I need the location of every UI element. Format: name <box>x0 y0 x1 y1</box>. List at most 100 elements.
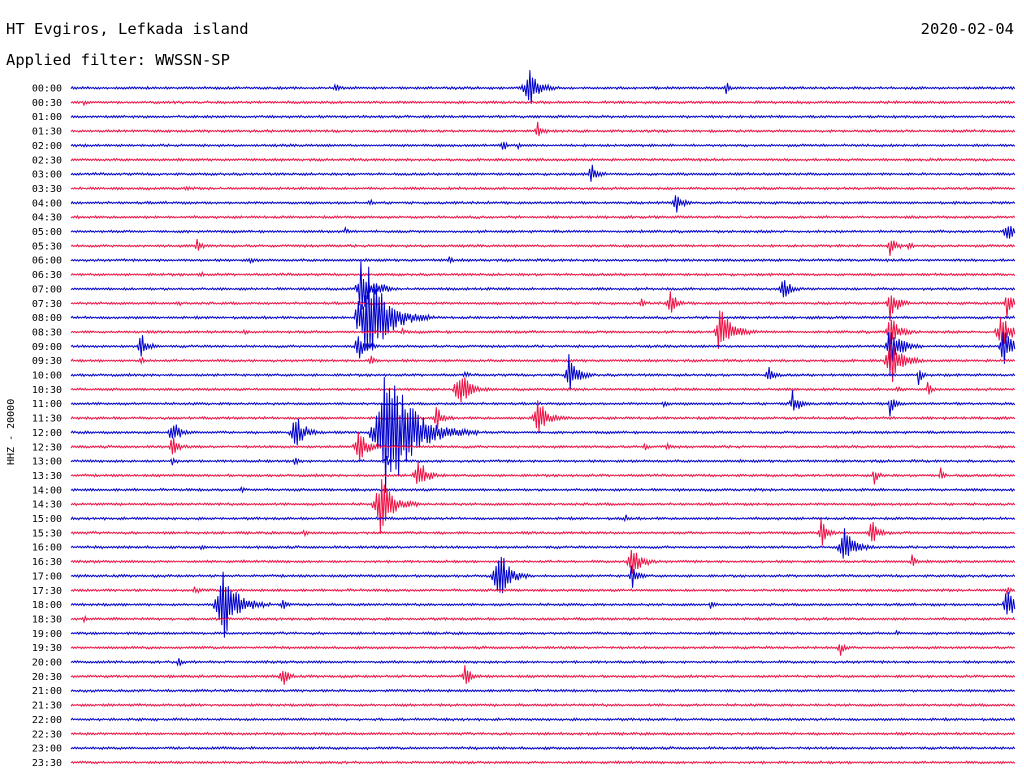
time-tick-label: 21:30 <box>32 701 62 712</box>
trace-line <box>70 479 1016 534</box>
time-tick-label: 22:00 <box>32 715 62 726</box>
trace-line <box>70 141 1016 151</box>
trace-line <box>70 629 1016 636</box>
trace-line <box>70 331 1016 375</box>
filter-label: Applied filter: WWSSN-SP <box>6 51 230 69</box>
time-tick-label: 23:30 <box>32 758 62 769</box>
time-tick-label: 12:00 <box>32 428 62 439</box>
time-tick-label: 06:30 <box>32 270 62 281</box>
trace-line <box>70 157 1016 163</box>
trace-line <box>70 400 1016 433</box>
trace-line <box>70 658 1016 667</box>
time-tick-label: 04:30 <box>32 213 62 224</box>
time-tick-label: 10:00 <box>32 371 62 382</box>
time-tick-label: 04:00 <box>32 198 62 209</box>
trace-line <box>70 225 1016 239</box>
time-tick-label: 08:30 <box>32 327 62 338</box>
trace-line <box>70 688 1016 694</box>
time-tick-label: 06:00 <box>32 256 62 267</box>
time-tick-label: 17:30 <box>32 586 62 597</box>
trace-line <box>70 354 1016 391</box>
time-tick-label: 15:30 <box>32 528 62 539</box>
trace-line <box>70 432 1016 461</box>
time-tick-label: 11:00 <box>32 399 62 410</box>
channel-label: HHZ - 20000 <box>6 399 17 465</box>
station-title: HT Evgiros, Lefkada island <box>6 20 249 38</box>
time-tick-label: 02:00 <box>32 141 62 152</box>
time-tick-label: 01:30 <box>32 127 62 138</box>
trace-line <box>70 549 1016 574</box>
trace-line <box>70 214 1016 220</box>
trace-line <box>70 310 1016 352</box>
trace-line <box>70 643 1016 656</box>
trace-line <box>70 702 1016 708</box>
time-tick-label: 22:30 <box>32 729 62 740</box>
time-tick-label: 10:30 <box>32 385 62 396</box>
trace-line <box>70 256 1016 265</box>
trace-line <box>70 70 1016 104</box>
trace-line <box>70 376 1016 493</box>
trace-line <box>70 121 1016 137</box>
trace-line <box>70 164 1016 182</box>
trace-line <box>70 455 1016 466</box>
time-tick-label: 01:00 <box>32 112 62 123</box>
time-tick-label: 13:00 <box>32 457 62 468</box>
trace-line <box>70 586 1016 596</box>
trace-line <box>70 745 1016 751</box>
trace-line <box>70 485 1016 494</box>
time-tick-label: 14:00 <box>32 485 62 496</box>
time-tick-label: 09:00 <box>32 342 62 353</box>
time-tick-label: 02:30 <box>32 155 62 166</box>
time-tick-label: 23:00 <box>32 744 62 755</box>
trace-line <box>70 514 1016 523</box>
date-label: 2020-02-04 <box>920 20 1014 38</box>
trace-line <box>70 462 1016 485</box>
time-tick-label: 14:30 <box>32 500 62 511</box>
trace-line <box>70 518 1016 546</box>
time-tick-label: 18:00 <box>32 600 62 611</box>
trace-line <box>70 195 1016 213</box>
trace-line <box>70 291 1016 321</box>
time-tick-label: 08:00 <box>32 313 62 324</box>
trace-line <box>70 377 1016 403</box>
trace-line <box>70 266 1016 351</box>
trace-line <box>70 556 1016 594</box>
trace-line <box>70 571 1016 638</box>
time-tick-label: 03:30 <box>32 184 62 195</box>
time-tick-label: 03:00 <box>32 170 62 181</box>
trace-line <box>70 760 1016 765</box>
time-tick-label: 13:30 <box>32 471 62 482</box>
time-tick-label: 21:00 <box>32 686 62 697</box>
trace-line <box>70 390 1016 417</box>
time-tick-label: 16:30 <box>32 557 62 568</box>
trace-line <box>70 614 1016 624</box>
time-tick-label: 16:00 <box>32 543 62 554</box>
trace-line <box>70 716 1016 722</box>
trace-line <box>70 731 1016 737</box>
time-tick-label: 17:00 <box>32 571 62 582</box>
time-tick-label: 20:00 <box>32 658 62 669</box>
time-tick-label: 00:30 <box>32 98 62 109</box>
time-tick-label: 19:00 <box>32 629 62 640</box>
trace-line <box>70 344 1016 383</box>
trace-line <box>70 528 1016 559</box>
time-tick-label: 20:30 <box>32 672 62 683</box>
time-tick-label: 18:30 <box>32 614 62 625</box>
time-tick-label: 09:30 <box>32 356 62 367</box>
trace-line <box>70 114 1016 120</box>
time-tick-label: 00:00 <box>32 84 62 95</box>
trace-line <box>70 185 1016 192</box>
trace-line <box>70 665 1016 685</box>
trace-line <box>70 100 1016 107</box>
time-tick-label: 19:30 <box>32 643 62 654</box>
trace-line <box>70 261 1016 310</box>
time-tick-label: 12:30 <box>32 442 62 453</box>
trace-line <box>70 238 1016 256</box>
time-tick-label: 07:00 <box>32 284 62 295</box>
time-tick-label: 05:00 <box>32 227 62 238</box>
trace-line <box>70 270 1016 278</box>
time-tick-label: 15:00 <box>32 514 62 525</box>
time-tick-label: 05:30 <box>32 241 62 252</box>
time-tick-label: 07:30 <box>32 299 62 310</box>
